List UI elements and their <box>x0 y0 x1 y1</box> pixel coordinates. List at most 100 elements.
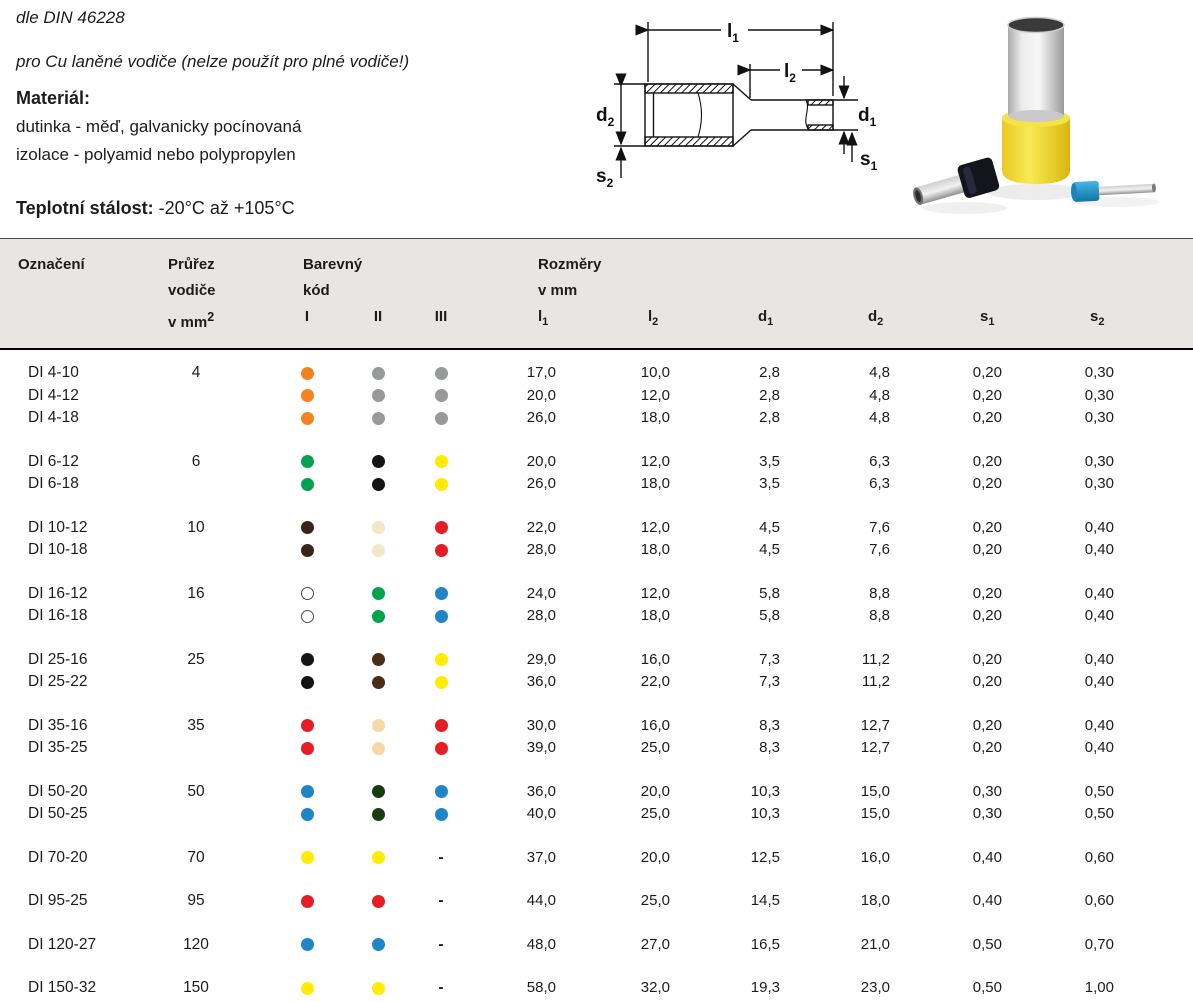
dim-s2: 0,40 <box>1084 650 1114 668</box>
color-dot-black <box>371 455 385 469</box>
dim-d2: 11,2 <box>861 673 890 690</box>
row-designation: DI 6-12 <box>28 452 79 470</box>
dim-s1: 0,20 <box>972 364 1002 381</box>
dim-d1: 3,5 <box>759 475 780 492</box>
din-standard-note: dle DIN 46228 <box>16 8 125 27</box>
dim-d2: 7,6 <box>869 541 890 558</box>
dim-d2: 6,3 <box>869 475 890 492</box>
row-designation: DI 4-10 <box>28 364 79 381</box>
material-line-sleeve: dutinka - měď, galvanicky pocínovaná <box>16 117 302 136</box>
dim-d1: 2,8 <box>759 409 780 426</box>
color-code-III: - <box>438 935 444 953</box>
color-code-II <box>346 894 410 908</box>
dim-d2: 18,0 <box>860 892 890 909</box>
col-header-d1: d1 <box>758 308 774 328</box>
color-dot-green <box>300 477 314 491</box>
table-row: DI 35-25 39,0 25,0 8,3 12,7 0,20 0,40 <box>18 737 1193 760</box>
dim-d1: 7,3 <box>759 673 780 690</box>
color-dot-gray <box>371 411 385 425</box>
table-row: DI 25-22 36,0 22,0 7,3 11,2 0,20 0,40 <box>18 671 1193 694</box>
dim-d2: 12,7 <box>860 716 890 734</box>
dimension-labels: l1 l2 d2 s2 d1 s1 <box>596 21 878 190</box>
table-row: DI 10-12 10 22,0 12,0 4,5 7,6 0,20 0,40 <box>18 517 1193 540</box>
color-code-II <box>346 807 410 821</box>
dim-d1: 5,8 <box>759 584 780 602</box>
color-code-I <box>268 609 346 623</box>
color-dot-gray <box>371 366 385 380</box>
color-code-I <box>268 851 346 865</box>
color-code-II <box>346 653 410 667</box>
size-group: DI 70-20 70 - 37,0 20,0 12,5 16,0 0,40 0,60 <box>18 847 1193 870</box>
col-header-s1: s1 <box>980 308 995 328</box>
color-dot-black <box>300 675 314 689</box>
dim-l1: 20,0 <box>526 386 556 404</box>
color-code-II <box>346 543 410 557</box>
dim-l1: 58,0 <box>526 979 556 996</box>
label-mask <box>722 18 747 40</box>
dim-l1: 28,0 <box>526 541 556 558</box>
dim-l2: 16,0 <box>640 716 670 734</box>
color-dot-red <box>300 719 314 733</box>
dim-s1: 0,30 <box>972 805 1002 822</box>
color-code-II <box>346 521 410 535</box>
dim-d1: 7,3 <box>759 650 780 668</box>
table-row: DI 10-18 28,0 18,0 4,5 7,6 0,20 0,40 <box>18 539 1193 562</box>
dim-d2: 8,8 <box>869 584 890 602</box>
color-code-II <box>346 785 410 799</box>
dim-l2: 12,0 <box>640 386 670 404</box>
dim-s2: 0,50 <box>1084 782 1114 800</box>
color-dot-blue <box>300 785 314 799</box>
color-dot-beige <box>371 741 385 755</box>
col-header-d2: d2 <box>868 308 884 328</box>
color-code-III <box>410 477 472 491</box>
table-row: DI 95-25 95 - 44,0 25,0 14,5 18,0 0,40 0,60 <box>18 890 1193 913</box>
dim-s1: 0,20 <box>972 716 1002 734</box>
table-row: DI 6-18 26,0 18,0 3,5 6,3 0,20 0,30 <box>18 473 1193 496</box>
dim-l2: 12,0 <box>640 452 670 470</box>
shadow <box>923 202 1007 214</box>
color-dot-brown <box>371 653 385 667</box>
cross-section-value: 10 <box>187 518 205 536</box>
color-dot-darkbrown <box>300 521 314 535</box>
size-group: DI 120-27 120 - 48,0 27,0 16,5 21,0 0,50 0,70 <box>18 934 1193 957</box>
dim-s1: 0,40 <box>972 848 1002 866</box>
size-group: DI 95-25 95 - 44,0 25,0 14,5 18,0 0,40 0,60 <box>18 890 1193 913</box>
col-header-l2: l2 <box>648 308 659 328</box>
dim-l2: 20,0 <box>640 782 670 800</box>
color-code-I <box>268 477 346 491</box>
dim-label-l2: l2 <box>784 61 796 85</box>
color-code-III <box>410 411 472 425</box>
table-row: DI 120-27 120 - 48,0 27,0 16,5 21,0 0,50 0,70 <box>18 934 1193 957</box>
color-code-II <box>346 609 410 623</box>
dim-l2: 27,0 <box>640 935 670 953</box>
dim-s1: 0,40 <box>972 892 1002 909</box>
col-header-cross-section: Průřez vodiče v mm2 <box>168 256 216 331</box>
color-code-II <box>346 851 410 865</box>
cross-section-value: 25 <box>187 650 205 668</box>
row-designation: DI 10-12 <box>28 518 88 536</box>
color-dot-beige <box>371 719 385 733</box>
color-code-II <box>346 981 410 995</box>
color-dot-ivory <box>371 543 385 557</box>
dim-d2: 4,8 <box>869 364 890 381</box>
dim-s1: 0,20 <box>972 409 1002 426</box>
row-designation: DI 4-12 <box>28 386 79 404</box>
table-row: DI 35-16 35 30,0 16,0 8,3 12,7 0,20 0,40 <box>18 715 1193 738</box>
product-photo <box>903 0 1193 228</box>
color-code-III: - <box>438 848 444 866</box>
color-dot-blue <box>371 938 385 952</box>
table-body: DI 4-10 4 17,0 10,0 2,8 4,8 0,20 0,30 DI 4-12 20,… <box>0 350 1193 1000</box>
row-designation: DI 50-20 <box>28 782 88 800</box>
dim-l1: 36,0 <box>526 782 556 800</box>
dim-s2: 0,40 <box>1084 607 1114 624</box>
col-header-color-code-II: II <box>373 308 383 325</box>
dim-d2: 4,8 <box>869 386 890 404</box>
color-dot-orange <box>300 366 314 380</box>
dim-l2: 18,0 <box>640 409 670 426</box>
table-header: Označení Průřez vodiče v mm2 Barevný kód… <box>0 238 1193 350</box>
dim-s2: 1,00 <box>1084 979 1114 996</box>
color-dot-gray <box>434 366 448 380</box>
color-dot-gray <box>434 389 448 403</box>
color-dot-orange <box>300 389 314 403</box>
dim-d2: 12,7 <box>860 739 890 756</box>
